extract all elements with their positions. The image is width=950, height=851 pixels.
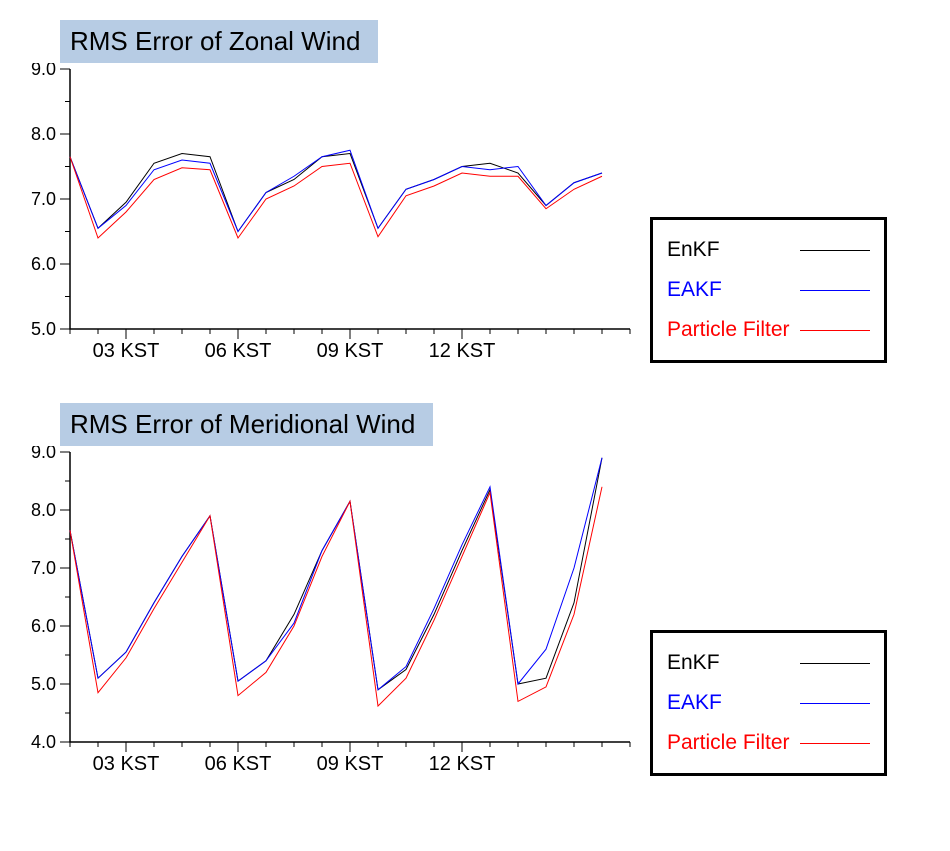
legend-entry: Particle Filter	[667, 723, 870, 763]
legend-swatch	[800, 250, 870, 251]
series-line	[70, 458, 602, 690]
y-tick-label: 6.0	[31, 616, 56, 636]
series-line	[70, 150, 602, 231]
legend-swatch	[800, 330, 870, 331]
x-tick-label: 03 KST	[93, 753, 160, 775]
legend-label: EnKF	[667, 230, 720, 270]
legend-entry: Particle Filter	[667, 310, 870, 350]
y-tick-label: 6.0	[31, 254, 56, 274]
legend-swatch	[800, 743, 870, 744]
legend-entry: EnKF	[667, 230, 870, 270]
y-tick-label: 9.0	[31, 63, 56, 79]
chart-title: RMS Error of Zonal Wind	[60, 20, 378, 63]
y-tick-label: 4.0	[31, 732, 56, 752]
x-tick-label: 12 KST	[429, 753, 496, 775]
x-tick-label: 06 KST	[205, 340, 272, 362]
legend: EnKFEAKFParticle Filter	[650, 630, 887, 776]
chart: RMS Error of Meridional Wind 4.0 5.0 6.0 7.0…	[20, 403, 930, 776]
y-tick-label: 7.0	[31, 189, 56, 209]
y-tick-label: 7.0	[31, 558, 56, 578]
legend-entry: EnKF	[667, 643, 870, 683]
legend-entry: EAKF	[667, 683, 870, 723]
y-tick-label: 8.0	[31, 500, 56, 520]
legend-label: EnKF	[667, 643, 720, 683]
chart-title: RMS Error of Meridional Wind	[60, 403, 433, 446]
plot-area: 5.0 6.0 7.0 8.0 9.0 03 KST 06 KST 09 KST 12 KST	[20, 63, 640, 363]
legend-swatch	[800, 290, 870, 291]
y-tick-label: 5.0	[31, 674, 56, 694]
legend: EnKFEAKFParticle Filter	[650, 217, 887, 363]
legend-label: Particle Filter	[667, 310, 790, 350]
x-tick-label: 12 KST	[429, 340, 496, 362]
plot-area: 4.0 5.0 6.0 7.0 8.0 9.0 03 KST 06 KST 09 KST 12 K…	[20, 446, 640, 776]
legend-entry: EAKF	[667, 270, 870, 310]
chart: RMS Error of Zonal Wind 5.0 6.0 7.0 8.0 9.0 03…	[20, 20, 930, 363]
y-tick-label: 5.0	[31, 319, 56, 339]
legend-swatch	[800, 663, 870, 664]
x-tick-label: 06 KST	[205, 753, 272, 775]
legend-swatch	[800, 703, 870, 704]
y-tick-label: 8.0	[31, 124, 56, 144]
x-tick-label: 09 KST	[317, 340, 384, 362]
legend-label: Particle Filter	[667, 723, 790, 763]
legend-label: EAKF	[667, 270, 722, 310]
legend-label: EAKF	[667, 683, 722, 723]
series-line	[70, 487, 602, 706]
x-tick-label: 03 KST	[93, 340, 160, 362]
x-tick-label: 09 KST	[317, 753, 384, 775]
series-line	[70, 458, 602, 690]
y-tick-label: 9.0	[31, 446, 56, 462]
